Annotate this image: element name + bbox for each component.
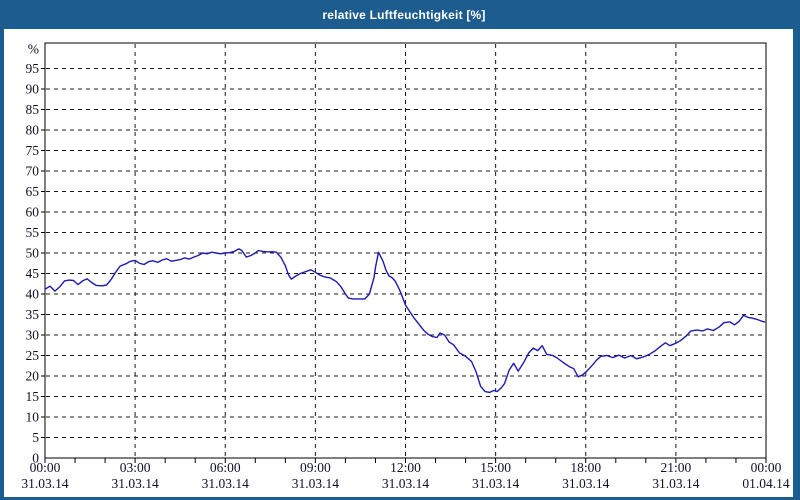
x-tick-time: 06:00 bbox=[210, 460, 241, 475]
svg-text:40: 40 bbox=[26, 287, 40, 302]
svg-text:35: 35 bbox=[26, 307, 40, 322]
svg-text:20: 20 bbox=[26, 369, 40, 384]
svg-text:30: 30 bbox=[26, 328, 40, 343]
x-tick-time: 21:00 bbox=[660, 460, 691, 475]
y-axis-unit-label: % bbox=[28, 42, 39, 57]
x-tick-time: 12:00 bbox=[390, 460, 421, 475]
svg-text:5: 5 bbox=[32, 430, 39, 445]
svg-text:0: 0 bbox=[32, 451, 39, 466]
svg-text:95: 95 bbox=[26, 61, 40, 76]
x-tick-date: 31.03.14 bbox=[562, 476, 610, 491]
x-tick-time: 15:00 bbox=[480, 460, 511, 475]
x-tick-date: 31.03.14 bbox=[652, 476, 700, 491]
svg-text:75: 75 bbox=[26, 143, 40, 158]
humidity-chart: 05101520253035404550556065707580859095%0… bbox=[21, 42, 790, 492]
x-tick-time: 00:00 bbox=[751, 460, 782, 475]
svg-text:25: 25 bbox=[26, 348, 40, 363]
svg-text:50: 50 bbox=[26, 246, 40, 261]
x-tick-date: 01.04.14 bbox=[742, 476, 790, 491]
x-axis-labels: 00:0031.03.1403:0031.03.1406:0031.03.140… bbox=[21, 460, 790, 491]
window-title: relative Luftfeuchtigkeit [%] bbox=[322, 7, 486, 22]
svg-text:45: 45 bbox=[26, 266, 40, 281]
x-tick-time: 18:00 bbox=[570, 460, 601, 475]
window-title-bar[interactable]: relative Luftfeuchtigkeit [%] bbox=[4, 0, 800, 29]
x-tick-date: 31.03.14 bbox=[292, 476, 340, 491]
svg-text:60: 60 bbox=[26, 205, 40, 220]
svg-text:80: 80 bbox=[26, 123, 40, 138]
svg-text:55: 55 bbox=[26, 225, 40, 240]
svg-text:65: 65 bbox=[26, 184, 40, 199]
svg-text:10: 10 bbox=[26, 410, 40, 425]
x-tick-date: 31.03.14 bbox=[21, 476, 69, 491]
plot-area bbox=[45, 43, 766, 458]
x-tick-time: 03:00 bbox=[120, 460, 151, 475]
x-tick-date: 31.03.14 bbox=[382, 476, 430, 491]
humidity-line bbox=[44, 248, 766, 394]
x-tick-time: 00:00 bbox=[30, 460, 61, 475]
x-tick-date: 31.03.14 bbox=[472, 476, 520, 491]
x-tick-date: 31.03.14 bbox=[202, 476, 250, 491]
svg-text:70: 70 bbox=[26, 164, 40, 179]
svg-text:90: 90 bbox=[26, 82, 40, 97]
gridlines bbox=[46, 44, 765, 457]
x-tick-time: 09:00 bbox=[300, 460, 331, 475]
svg-text:85: 85 bbox=[26, 102, 40, 117]
axis-ticks bbox=[41, 68, 767, 463]
svg-text:15: 15 bbox=[26, 389, 40, 404]
y-axis-labels: 0 5 10 15 20 25 30 35 40 45 50 55 60 65 70 75 80 85 90 95% bbox=[26, 42, 40, 466]
x-tick-date: 31.03.14 bbox=[112, 476, 160, 491]
